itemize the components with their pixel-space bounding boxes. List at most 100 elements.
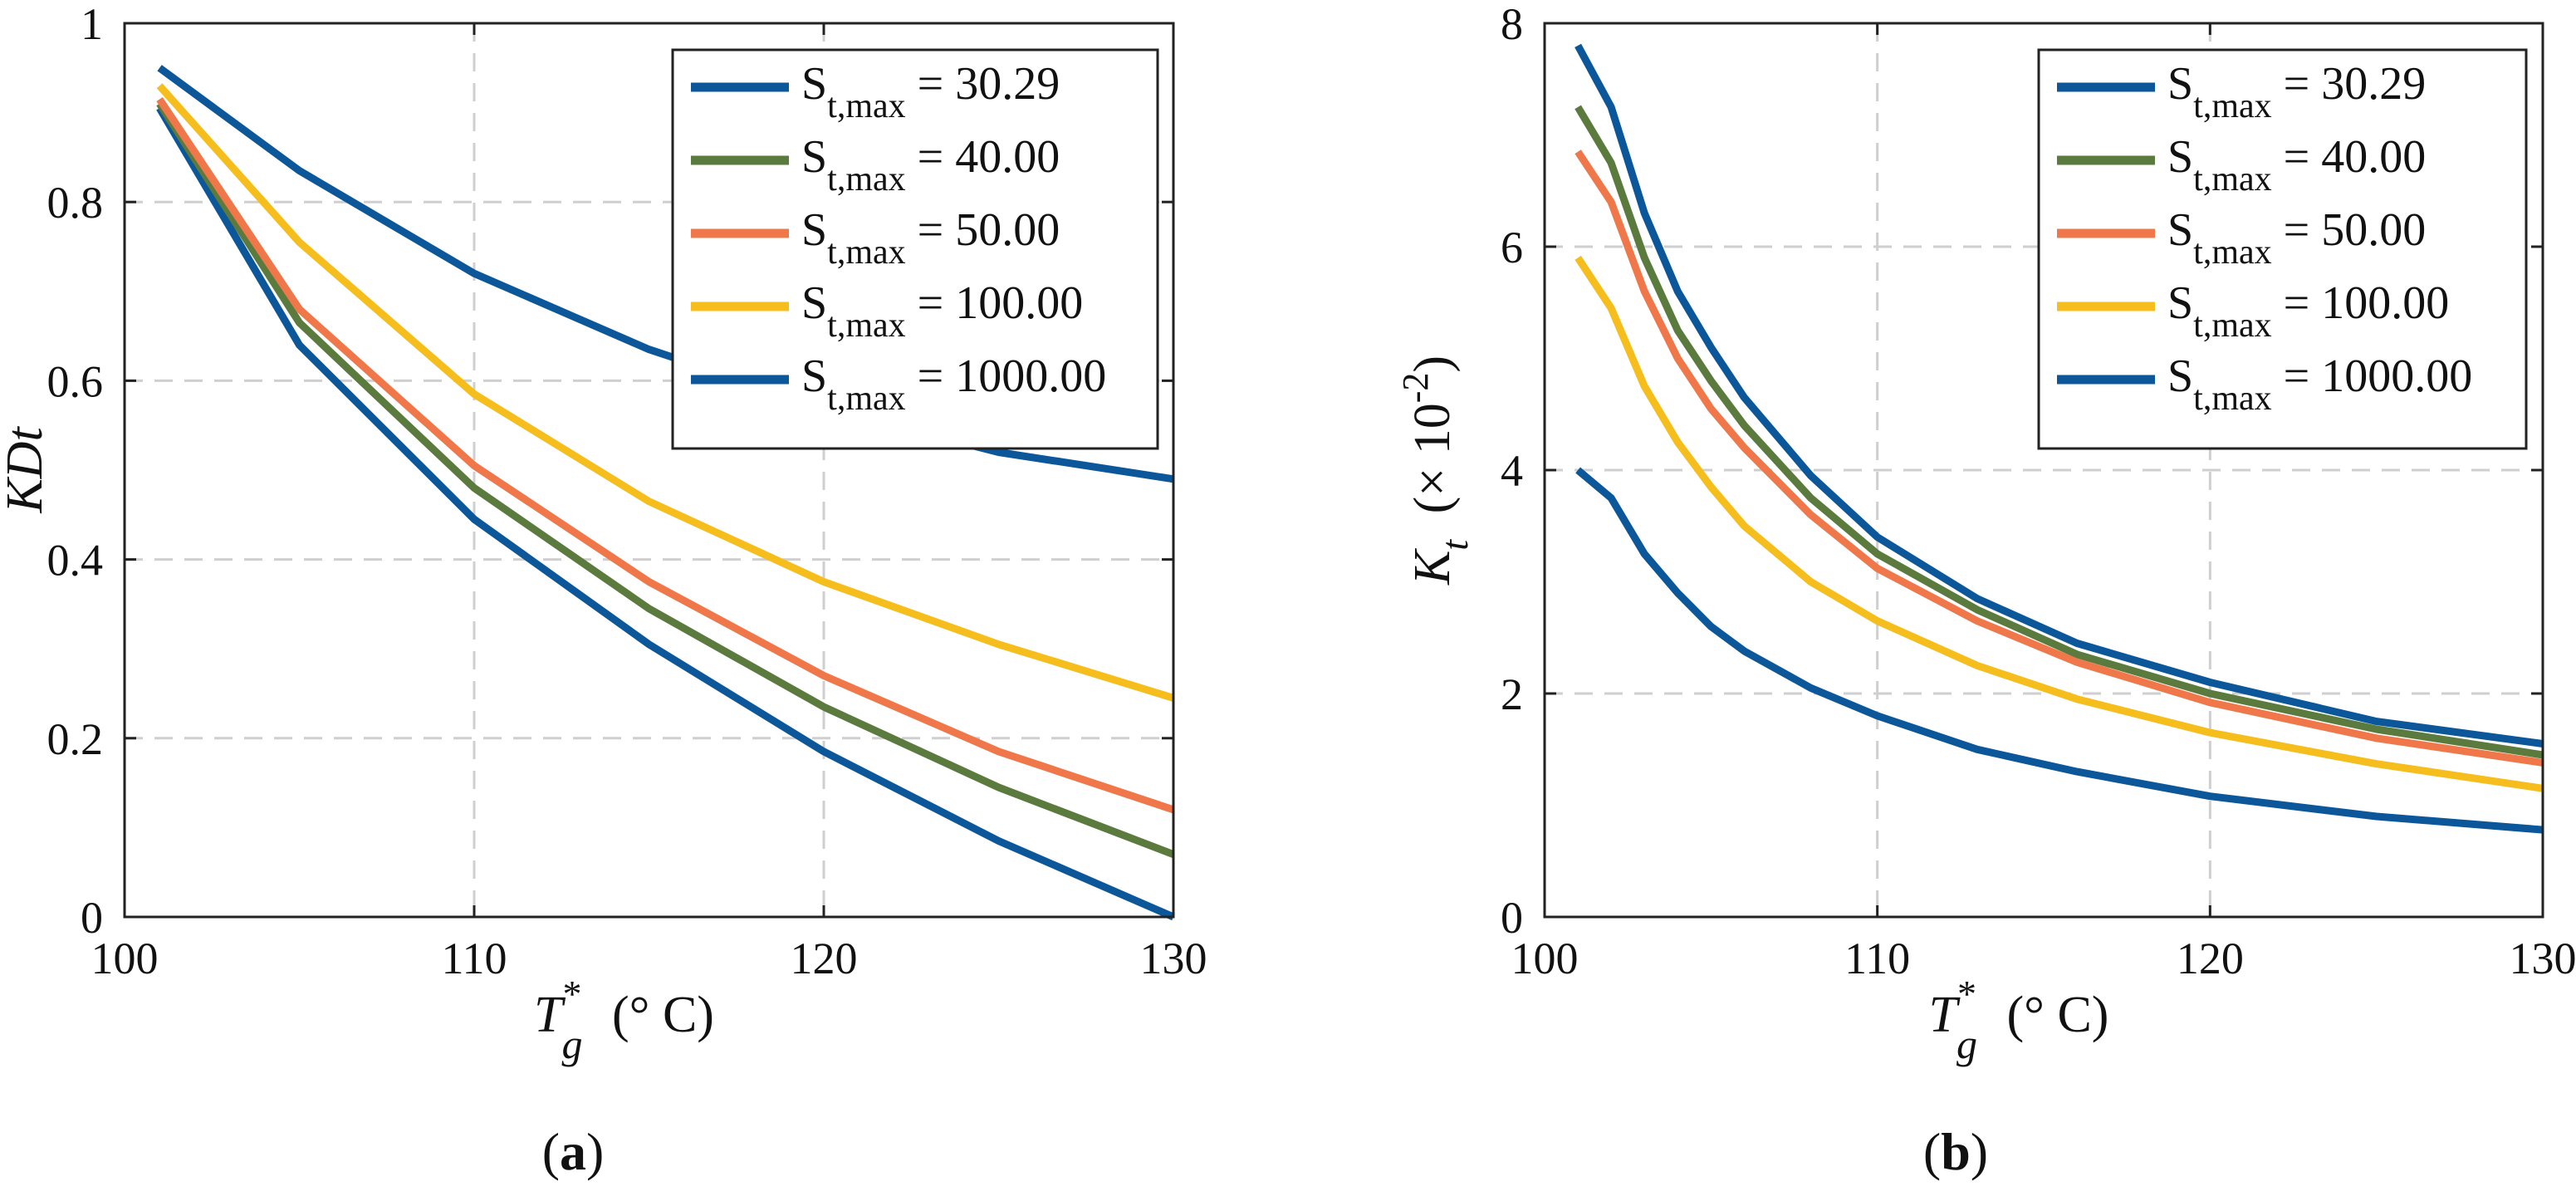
legend-entry-value: = 40.00 (906, 131, 1060, 183)
legend-entry-sub: t,max (2193, 233, 2271, 272)
y-tick-label: 0.4 (47, 536, 104, 586)
panel-label-letter: a (560, 1122, 586, 1181)
legend-entry-value: = 100.00 (2272, 277, 2450, 329)
legend-entry-value: = 50.00 (906, 204, 1060, 256)
legend-entry-main: S (801, 204, 827, 256)
x-axis-label: T* g (° C) (534, 973, 714, 1067)
legend-entry-main: S (2167, 277, 2193, 329)
y-tick-label: 0 (1501, 893, 1523, 943)
y-tick-label: 0.8 (47, 178, 104, 228)
chart-panel-2: 100 110 120 130 0 2 4 6 8 T* g (° C) Kt (× 10-2) St,… (1395, 0, 2576, 1181)
x-axis-label-main: T (534, 987, 566, 1043)
series-line-2 (1574, 105, 2544, 759)
legend-entry: St,max = 40.00 (801, 131, 1060, 199)
x-tick-label: 130 (1140, 934, 1207, 983)
legend-entry: St,max = 100.00 (2167, 277, 2449, 345)
panel-label-close: ) (586, 1122, 604, 1181)
series-line-4 (156, 83, 1175, 702)
y-axis-label-close: ) (1404, 355, 1461, 373)
legend-entry-sub: t,max (827, 87, 905, 125)
legend-entry-sub: t,max (2193, 160, 2271, 199)
x-axis-label-unit: (° C) (600, 987, 714, 1043)
series-line-1 (156, 105, 1175, 921)
legend-entry: St,max = 1000.00 (2167, 350, 2472, 418)
panel-label-open: ( (542, 1122, 560, 1181)
chart-panel-1: 100 110 120 130 0 0.2 0.4 0.6 0.8 1 T* g (° C) KDt St… (0, 0, 1207, 1181)
x-tick-label: 110 (442, 934, 507, 983)
x-tick-label: 100 (1511, 934, 1579, 983)
series-line-5 (157, 65, 1174, 483)
legend-entry-sub: t,max (827, 160, 905, 199)
y-axis-label-exp: -2 (1395, 373, 1436, 404)
legend-entry-value: = 30.29 (906, 58, 1060, 110)
series-line-2 (156, 101, 1175, 858)
legend-entry-value: = 1000.00 (906, 350, 1107, 402)
panel-label-open: ( (1923, 1122, 1941, 1181)
legend-entry-main: S (2167, 350, 2193, 402)
x-axis-label-unit: (° C) (1994, 987, 2108, 1043)
panel-label: (b) (1923, 1122, 1988, 1181)
legend-entry-value: = 50.00 (2272, 204, 2427, 256)
legend-entry: St,max = 50.00 (2167, 204, 2426, 272)
x-axis-label-main: T (1929, 987, 1961, 1043)
x-axis-label-sub: g (1956, 1021, 1977, 1067)
plot-frame (123, 22, 1175, 919)
x-tick-label: 120 (2177, 934, 2244, 983)
y-axis-label-sub: t (1433, 539, 1476, 551)
y-axis-label: Kt (× 10-2) (1395, 355, 1476, 586)
x-axis-label-sup: * (563, 973, 582, 1015)
x-axis-label-sup: * (1957, 973, 1976, 1015)
legend-entry-main: S (801, 131, 827, 183)
y-tick-label: 0.6 (47, 356, 104, 406)
legend-entry-sub: t,max (827, 306, 905, 345)
y-tick-label: 2 (1501, 669, 1523, 719)
legend-entry: St,max = 50.00 (801, 204, 1060, 272)
x-tick-label: 130 (2510, 934, 2576, 983)
y-tick-label: 0.2 (47, 714, 104, 764)
legend-entry-main: S (2167, 131, 2193, 183)
series-line-4 (1574, 255, 2544, 792)
legend-entry-main: S (801, 58, 827, 110)
y-axis-label-unit: (× 10 (1404, 403, 1461, 527)
series-line-3 (1574, 150, 2544, 767)
legend-entry: St,max = 30.29 (2167, 58, 2426, 125)
legend-entry: St,max = 1000.00 (801, 350, 1106, 418)
panel-label-letter: b (1941, 1122, 1971, 1181)
legend-entry: St,max = 100.00 (801, 277, 1083, 345)
legend-entry: St,max = 40.00 (2167, 131, 2426, 199)
legend-entry-value: = 100.00 (906, 277, 1084, 329)
legend-entry-sub: t,max (827, 233, 905, 272)
y-axis-label-main: K (1404, 547, 1461, 586)
panel-label-close: ) (1971, 1122, 1988, 1181)
legend-entry: St,max = 30.29 (801, 58, 1060, 125)
y-axis-label-main: KDt (0, 426, 53, 514)
x-tick-label: 120 (791, 934, 858, 983)
legend-entry-sub: t,max (2193, 380, 2271, 418)
x-tick-label: 110 (1844, 934, 1910, 983)
legend-entry-value: = 40.00 (2272, 131, 2427, 183)
legend-entry-main: S (2167, 58, 2193, 110)
x-axis-label-sub: g (562, 1021, 583, 1067)
y-tick-label: 0 (81, 893, 103, 943)
legend-entry-sub: t,max (2193, 306, 2271, 345)
y-axis-label: KDt (0, 426, 53, 514)
legend-entry-value: = 30.29 (2272, 58, 2427, 110)
legend-entry-sub: t,max (2193, 87, 2271, 125)
legend-entry-sub: t,max (827, 380, 905, 418)
series-line-5 (1575, 467, 2544, 834)
legend-entry-main: S (2167, 204, 2193, 256)
series-line-3 (156, 97, 1175, 814)
x-tick-label: 100 (91, 934, 159, 983)
legend-entry-main: S (801, 277, 827, 329)
x-axis-label: T* g (° C) (1929, 973, 2109, 1067)
legend-entry-main: S (801, 350, 827, 402)
panel-label: (a) (542, 1122, 605, 1181)
series-line-1 (1574, 43, 2544, 748)
y-tick-label: 6 (1501, 223, 1523, 272)
y-tick-label: 1 (81, 0, 103, 49)
legend-entry-value: = 1000.00 (2272, 350, 2473, 402)
y-tick-label: 8 (1501, 0, 1523, 49)
